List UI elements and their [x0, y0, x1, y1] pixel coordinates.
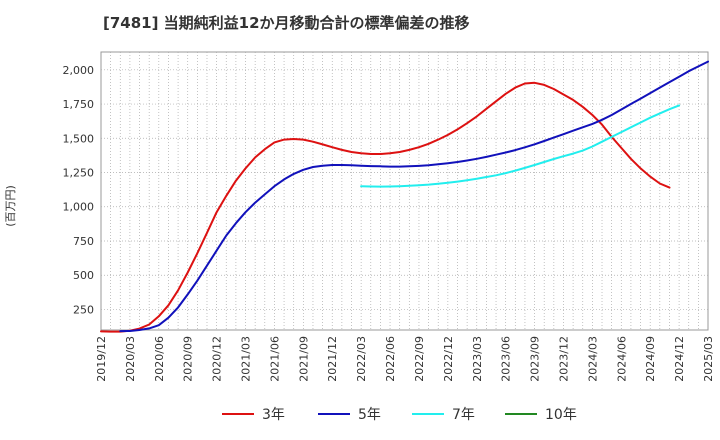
- y-tick-label: 500: [73, 269, 94, 282]
- y-tick-label: 1,500: [63, 132, 95, 145]
- y-tick-label: 250: [73, 303, 94, 316]
- x-tick-label: 2021/06: [268, 336, 281, 382]
- series-lines: [100, 60, 709, 333]
- series-line-5年: [119, 60, 709, 333]
- x-tick-label: 2023/06: [500, 336, 513, 382]
- legend-label: 3年: [262, 407, 285, 423]
- x-tick-label: 2019/12: [95, 336, 108, 382]
- legend-item: 3年: [222, 407, 285, 423]
- plot-area: [100, 51, 709, 331]
- x-tick-label: 2023/03: [471, 336, 484, 382]
- y-axis-label: (百万円): [4, 185, 17, 227]
- x-tick-label: 2024/06: [615, 336, 628, 382]
- x-tick-label: 2024/12: [673, 336, 686, 382]
- x-tick-label: 2021/09: [297, 336, 310, 382]
- y-tick-label: 1,250: [63, 167, 95, 180]
- x-tick-label: 2021/03: [240, 336, 253, 382]
- series-line-7年: [360, 104, 681, 188]
- legend-label: 5年: [358, 407, 381, 423]
- x-tick-label: 2025/03: [702, 336, 715, 382]
- legend-label: 10年: [545, 407, 577, 423]
- legend-item: 10年: [505, 407, 577, 423]
- x-tick-labels: 2019/12 2020/03 2020/06 2020/09 2020/12 2021/…: [95, 336, 715, 382]
- x-tick-label: 2022/06: [384, 336, 397, 382]
- y-tick-label: 1,000: [63, 201, 95, 214]
- legend-item: 5年: [318, 407, 381, 423]
- y-tick-labels: 250 500 750 1,000 1,250 1,500 1,750 2,000: [63, 64, 95, 317]
- x-tick-label: 2023/09: [529, 336, 542, 382]
- legend-item: 7年: [412, 407, 475, 423]
- y-tick-label: 750: [73, 235, 94, 248]
- legend-label: 7年: [452, 407, 475, 423]
- x-tick-label: 2020/03: [124, 336, 137, 382]
- x-tick-label: 2020/06: [153, 336, 166, 382]
- grid: [101, 52, 708, 330]
- x-tick-label: 2020/12: [211, 336, 224, 382]
- x-tick-label: 2022/09: [413, 336, 426, 382]
- y-tick-label: 2,000: [63, 64, 95, 77]
- x-tick-label: 2021/12: [326, 336, 339, 382]
- legend: 3年 5年 7年 10年: [222, 407, 577, 423]
- x-tick-label: 2022/03: [355, 336, 368, 382]
- y-tick-label: 1,750: [63, 98, 95, 111]
- series-line-3年: [100, 81, 671, 333]
- x-tick-label: 2023/12: [557, 336, 570, 382]
- x-tick-label: 2024/09: [644, 336, 657, 382]
- x-tick-label: 2024/03: [586, 336, 599, 382]
- x-tick-label: 2020/09: [182, 336, 195, 382]
- chart-title: [7481] 当期純利益12か月移動合計の標準偏差の推移: [103, 14, 470, 32]
- x-tick-label: 2022/12: [442, 336, 455, 382]
